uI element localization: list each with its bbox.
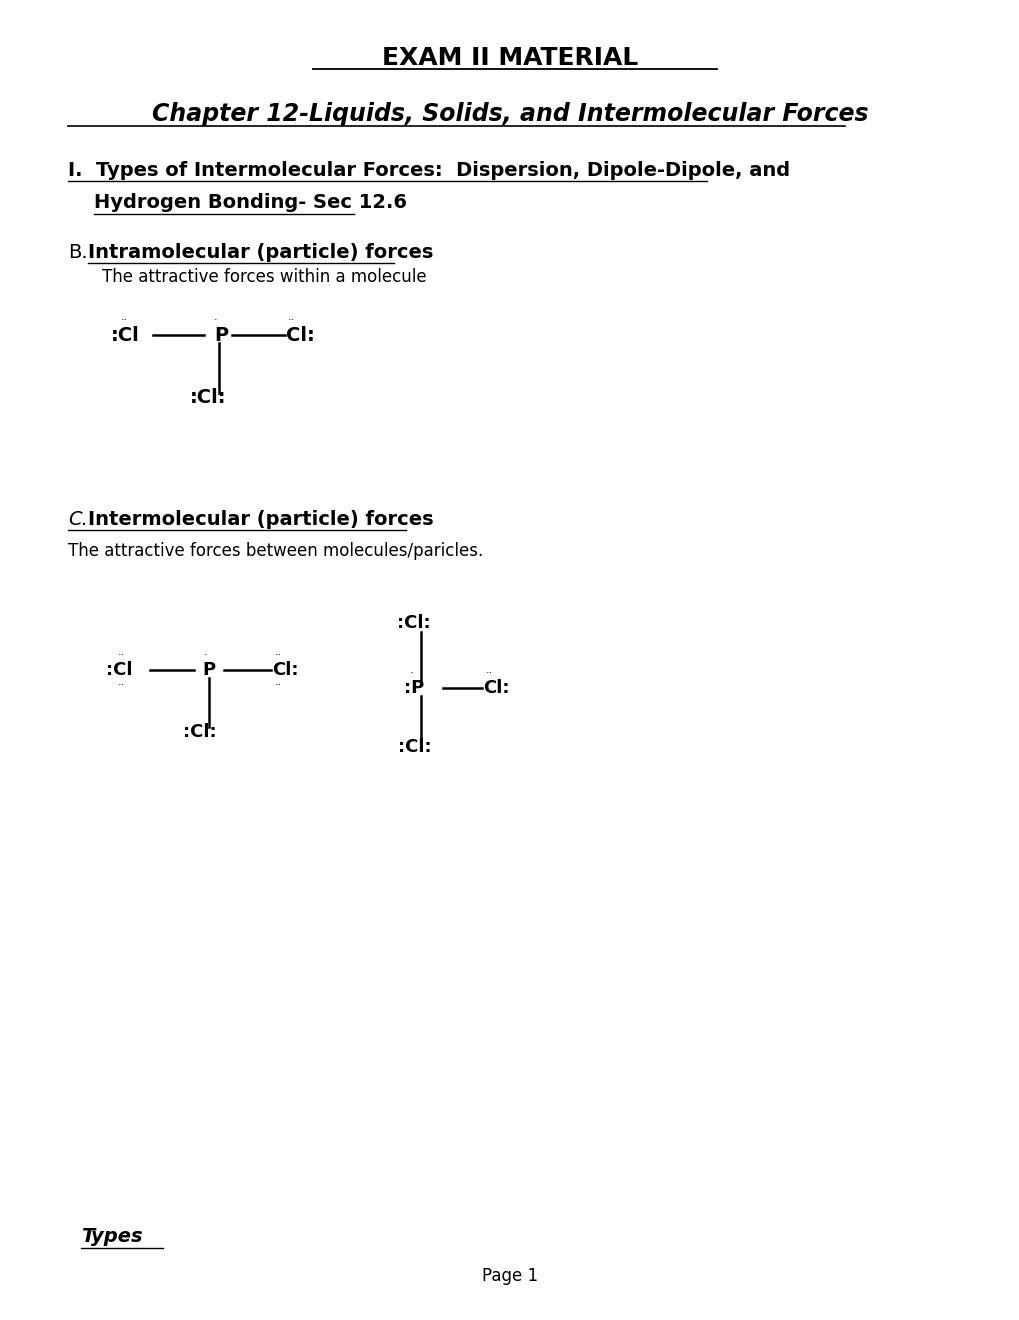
Text: :Cl:: :Cl: — [182, 723, 216, 742]
Text: ··: ·· — [117, 649, 124, 660]
Text: Chapter 12-Liquids, Solids, and Intermolecular Forces: Chapter 12-Liquids, Solids, and Intermol… — [152, 102, 867, 125]
Text: ··: ·· — [117, 680, 124, 690]
Text: :Cl: :Cl — [110, 326, 140, 345]
Text: ·: · — [214, 314, 218, 325]
Text: :Cl: :Cl — [106, 661, 131, 678]
Text: :Cl:: :Cl: — [397, 738, 431, 756]
Text: Cl:: Cl: — [483, 678, 510, 697]
Text: Types: Types — [81, 1228, 143, 1246]
Text: :P: :P — [405, 678, 424, 697]
Text: ··: ·· — [287, 314, 296, 325]
Text: B.: B. — [68, 243, 88, 261]
Text: ··: ·· — [120, 314, 127, 325]
Text: Page 1: Page 1 — [481, 1267, 538, 1286]
Text: ··: ·· — [274, 649, 281, 660]
Text: The attractive forces between molecules/paricles.: The attractive forces between molecules/… — [68, 543, 483, 560]
Text: Intermolecular (particle) forces: Intermolecular (particle) forces — [88, 510, 433, 529]
Text: Cl:: Cl: — [272, 661, 299, 678]
Text: The attractive forces within a molecule: The attractive forces within a molecule — [102, 268, 426, 286]
Text: ··: ·· — [485, 668, 492, 678]
Text: P: P — [202, 661, 215, 678]
Text: ··: ·· — [274, 680, 281, 690]
Text: C.: C. — [68, 510, 88, 529]
Text: ·: · — [410, 668, 413, 678]
Text: Hydrogen Bonding- Sec 12.6: Hydrogen Bonding- Sec 12.6 — [94, 193, 407, 213]
Text: Intramolecular (particle) forces: Intramolecular (particle) forces — [88, 243, 433, 261]
Text: Cl:: Cl: — [285, 326, 315, 345]
Text: ·: · — [203, 649, 207, 660]
Text: P: P — [214, 326, 228, 345]
Text: :Cl:: :Cl: — [190, 388, 225, 408]
Text: :Cl:: :Cl: — [396, 614, 430, 632]
Text: I.  Types of Intermolecular Forces:  Dispersion, Dipole-Dipole, and: I. Types of Intermolecular Forces: Dispe… — [68, 161, 790, 180]
Text: EXAM II MATERIAL: EXAM II MATERIAL — [381, 46, 638, 70]
